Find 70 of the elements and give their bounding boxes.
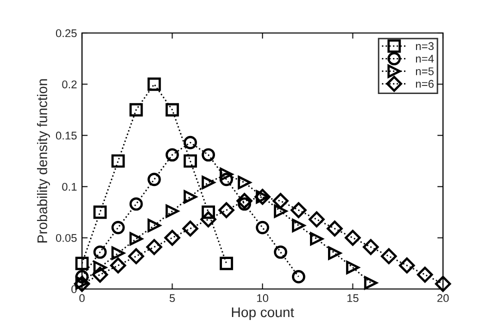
point [308, 211, 325, 228]
point [398, 257, 415, 274]
legend-label: n=6 [416, 80, 434, 88]
y-tick-label: 0.2 [62, 80, 77, 88]
point [380, 248, 397, 264]
point [200, 211, 216, 228]
point [182, 220, 198, 237]
point [364, 276, 378, 290]
x-axis-title: Hop count [232, 308, 294, 320]
point [218, 202, 234, 218]
point [220, 172, 234, 186]
point [238, 176, 252, 190]
point [292, 218, 306, 232]
point [202, 148, 216, 162]
point [129, 197, 143, 211]
legend-label: n=4 [416, 54, 434, 63]
point [111, 246, 125, 260]
point [416, 266, 433, 283]
point [344, 230, 361, 246]
point [202, 176, 216, 190]
point [148, 172, 161, 186]
point [148, 78, 161, 91]
point [111, 220, 125, 234]
point [274, 245, 288, 259]
x-tick-label: 5 [170, 294, 175, 302]
point [111, 154, 125, 168]
x-tick-label: 0 [79, 294, 85, 302]
point [148, 218, 161, 232]
point [346, 260, 360, 274]
point [256, 220, 270, 234]
y-tick-label: 0.05 [56, 234, 77, 242]
point [274, 204, 288, 218]
point [166, 148, 179, 162]
y-tick-label: 0.15 [56, 132, 77, 140]
x-tick-label: 15 [347, 294, 358, 302]
legend-label: n=3 [416, 42, 434, 50]
x-tick-label: 10 [257, 294, 268, 302]
point [272, 192, 289, 209]
y-tick-label: 0.1 [62, 182, 77, 191]
point [435, 276, 451, 292]
point [290, 202, 307, 218]
point [326, 220, 343, 237]
y-axis-title: Probability density function [37, 79, 50, 242]
point [236, 192, 252, 209]
point [75, 256, 89, 270]
point [220, 168, 234, 181]
point [362, 239, 379, 255]
legend-label: n=5 [416, 67, 434, 76]
point [93, 206, 107, 219]
point [238, 197, 252, 211]
point [129, 103, 143, 116]
x-tick-label: 20 [437, 294, 449, 302]
point [93, 260, 107, 274]
point [129, 232, 143, 246]
point [184, 136, 197, 150]
point [166, 204, 179, 218]
point [93, 245, 107, 259]
point [110, 257, 126, 274]
point [146, 239, 162, 255]
point [310, 232, 324, 246]
point [184, 190, 197, 204]
point [328, 246, 342, 260]
point [292, 270, 306, 284]
y-tick-label: 0.25 [56, 29, 77, 38]
point [184, 154, 197, 168]
point [164, 230, 180, 246]
point [128, 248, 144, 264]
point [220, 256, 234, 270]
point [92, 266, 108, 283]
point [166, 103, 179, 116]
